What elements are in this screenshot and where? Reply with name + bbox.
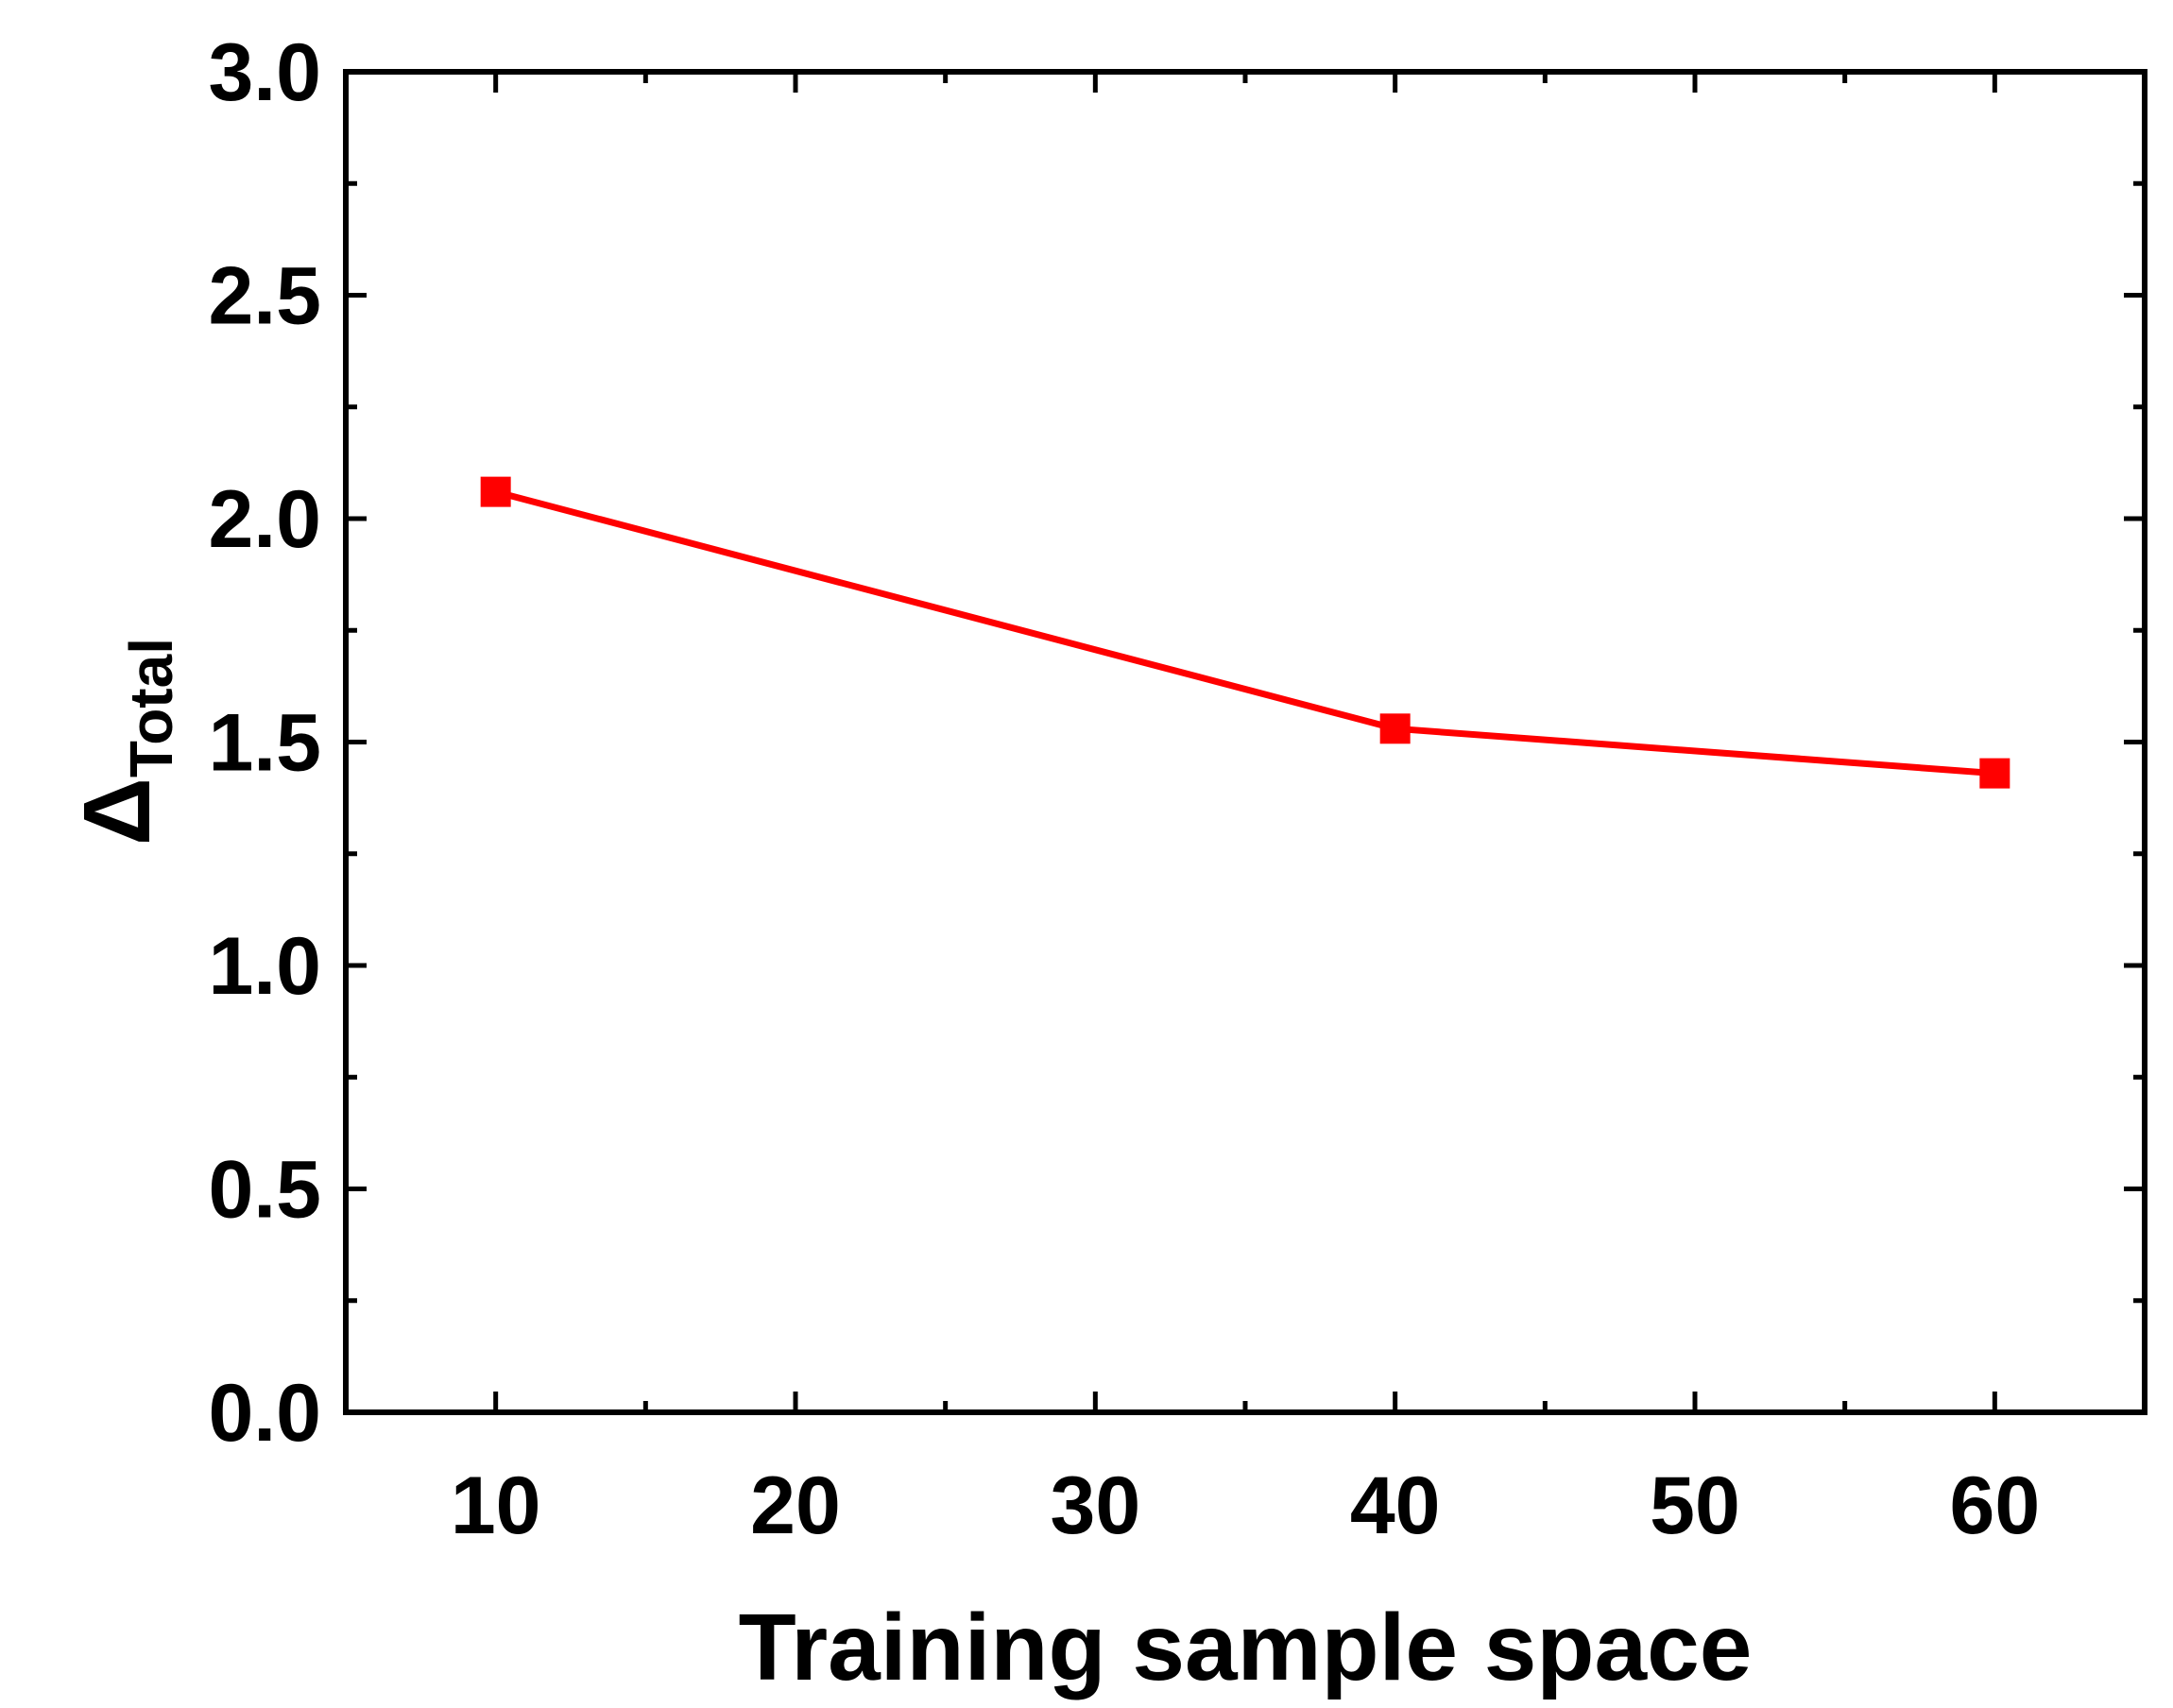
x-tick-label: 10 [451,1460,541,1551]
x-tick-labels: 10 20 30 40 50 60 [451,1460,2040,1551]
y-axis-label: ΔTotal [64,638,185,845]
y-axis-symbol: Δ [64,777,170,845]
y-tick-label: 1.5 [208,698,321,789]
x-axis-label: Training sample space [739,1595,1753,1700]
y-tick-label: 1.0 [208,921,321,1012]
y-tick-label: 2.0 [208,474,321,565]
y-tick-label: 0.5 [208,1145,321,1236]
x-tick-label: 30 [1050,1460,1140,1551]
y-axis-subscript: Total [117,638,185,777]
y-tick-label: 3.0 [208,27,321,118]
x-tick-label: 60 [1949,1460,2040,1551]
y-tick-label: 2.5 [208,251,321,342]
axes-frame [343,69,2147,1415]
x-tick-label: 20 [750,1460,841,1551]
y-tick-label: 0.0 [208,1368,321,1459]
data-point-marker [480,476,511,507]
data-point-marker [1379,713,1411,744]
x-tick-label: 50 [1650,1460,1740,1551]
series-line [494,488,1995,777]
x-tick-label: 40 [1350,1460,1441,1551]
data-point-marker [1979,758,2010,789]
y-tick-labels: 0.0 0.5 1.0 1.5 2.0 2.5 3.0 [208,27,321,1459]
plot-area [343,69,2147,1415]
series-layer [480,476,2010,789]
tick-marks [346,72,2145,1412]
